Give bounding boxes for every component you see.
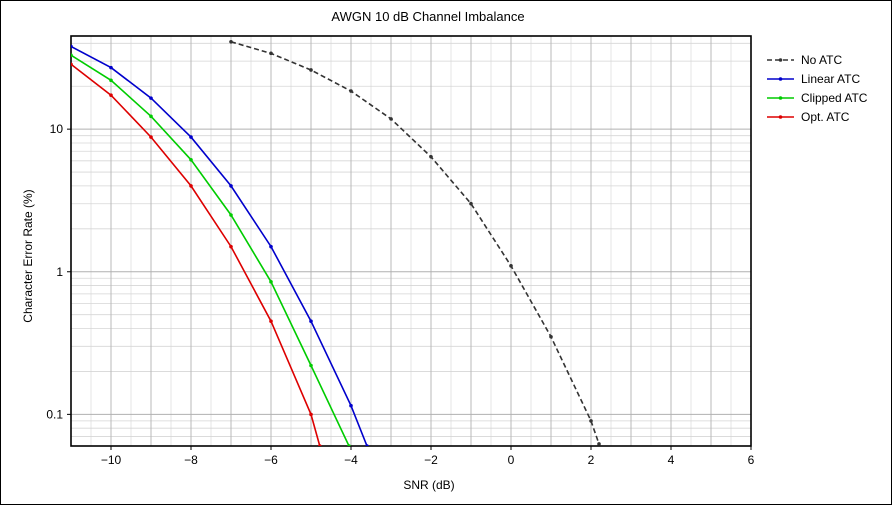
data-point-clipped-atc	[269, 280, 273, 284]
data-point-opt-atc	[269, 319, 273, 324]
x-tick-label: −6	[264, 453, 278, 467]
y-tick-label: 10	[50, 122, 64, 136]
y-tick-label: 0.1	[46, 407, 63, 421]
data-point-no-atc	[389, 117, 393, 121]
x-tick-label: −10	[101, 453, 122, 467]
series-linear-atc	[71, 44, 369, 446]
legend-label: Opt. ATC	[801, 110, 850, 124]
data-point-no-atc	[509, 264, 513, 268]
legend-label: Clipped ATC	[801, 91, 868, 105]
minor-grid	[71, 36, 751, 447]
tick-labels: −10 −8 −6 −4 −2 0 2 4 6 0.1 1 10	[46, 122, 754, 467]
data-point-clipped-atc	[71, 53, 73, 58]
data-point-opt-atc	[189, 184, 193, 188]
series-line-opt-atc	[71, 63, 321, 446]
legend: No ATC Linear ATC Clipped ATC Opt. ATC	[767, 53, 868, 124]
series-clipped-atc	[71, 53, 351, 446]
data-point-no-atc	[429, 154, 433, 159]
legend-item-linear-atc: Linear ATC	[767, 72, 860, 86]
data-point-no-atc	[549, 334, 553, 339]
data-point-opt-atc	[109, 93, 113, 98]
legend-item-opt-atc: Opt. ATC	[767, 110, 850, 124]
chart-title: AWGN 10 dB Channel Imbalance	[331, 9, 524, 24]
legend-marker	[778, 58, 783, 62]
data-point-linear-atc	[149, 96, 153, 100]
data-point-linear-atc	[269, 244, 273, 249]
legend-marker	[778, 96, 783, 100]
data-point-clipped-atc	[229, 213, 233, 217]
data-point-linear-atc	[109, 65, 113, 70]
series-line-no-atc	[230, 41, 600, 445]
x-tick-label: −2	[424, 453, 438, 467]
data-point-no-atc	[309, 68, 313, 72]
legend-marker	[778, 77, 783, 81]
legend-label: No ATC	[801, 53, 842, 67]
data-point-linear-atc	[229, 184, 233, 188]
legend-item-clipped-atc: Clipped ATC	[767, 91, 868, 105]
data-point-opt-atc	[71, 62, 73, 67]
series-line-linear-atc	[71, 45, 368, 446]
x-tick-label: 2	[588, 453, 595, 467]
data-point-linear-atc	[349, 403, 353, 408]
series-line-clipped-atc	[71, 54, 350, 446]
legend-label: Linear ATC	[801, 72, 860, 86]
series-layer	[71, 39, 601, 446]
y-axis-label: Character Error Rate (%)	[21, 189, 35, 322]
x-tick-label: −8	[184, 453, 198, 467]
data-point-opt-atc	[149, 135, 153, 139]
data-point-no-atc	[597, 442, 601, 446]
legend-marker	[778, 115, 783, 119]
data-point-clipped-atc	[309, 363, 313, 368]
data-point-no-atc	[469, 201, 473, 206]
data-point-no-atc	[229, 39, 233, 44]
y-tick-label: 1	[56, 265, 63, 279]
data-point-opt-atc	[309, 412, 313, 417]
data-point-linear-atc	[365, 444, 369, 446]
data-point-opt-atc	[318, 444, 322, 446]
plot-area	[70, 35, 752, 447]
data-point-no-atc	[269, 51, 273, 56]
x-tick-label: 4	[668, 453, 675, 467]
data-point-no-atc	[589, 419, 593, 423]
x-tick-label: −4	[344, 453, 358, 467]
data-point-clipped-atc	[347, 444, 351, 446]
data-point-linear-atc	[189, 135, 193, 139]
x-tick-label: 0	[508, 453, 515, 467]
data-point-linear-atc	[309, 319, 313, 324]
data-point-no-atc	[349, 89, 353, 93]
series-no-atc	[229, 39, 601, 446]
data-point-clipped-atc	[189, 157, 193, 162]
x-tick-label: 6	[748, 453, 755, 467]
data-point-clipped-atc	[109, 78, 113, 83]
data-point-linear-atc	[71, 44, 73, 49]
data-point-clipped-atc	[149, 114, 153, 119]
data-point-opt-atc	[229, 244, 233, 249]
legend-item-no-atc: No ATC	[767, 53, 842, 67]
series-opt-atc	[71, 62, 322, 446]
x-axis-label: SNR (dB)	[403, 478, 454, 492]
